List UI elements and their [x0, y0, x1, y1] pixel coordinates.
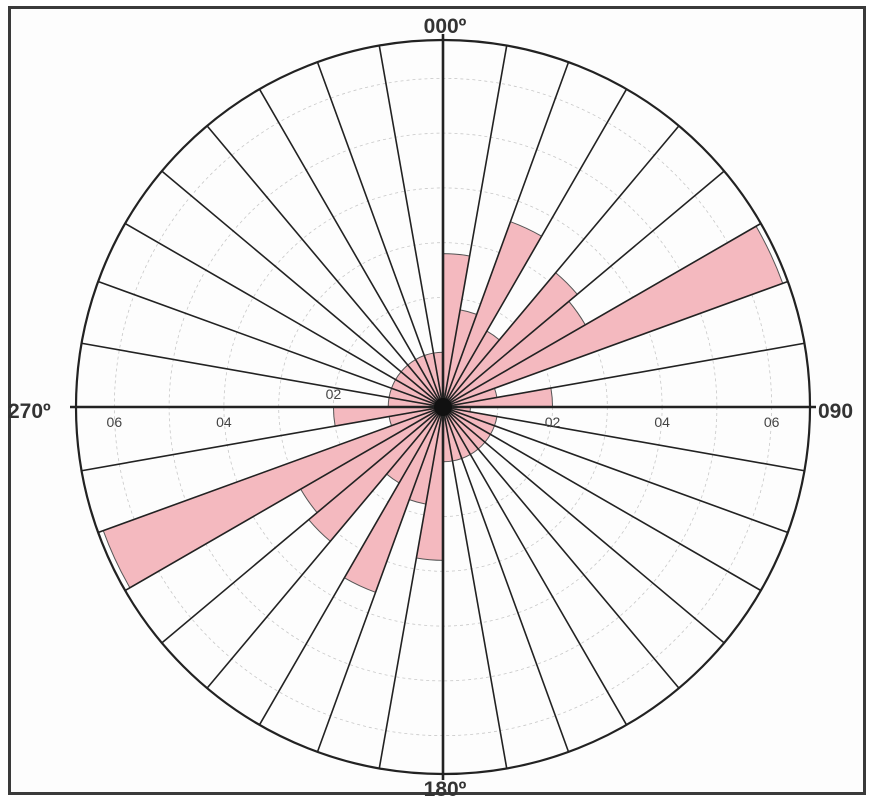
radial-tick-label-east: 06 [764, 414, 780, 430]
radial-tick-label-east: 02 [545, 414, 561, 430]
sector-spoke [316, 61, 444, 408]
sector-spoke [258, 406, 444, 726]
sector-spoke [81, 342, 444, 408]
sector-spoke [97, 280, 444, 408]
sector-spoke [442, 406, 789, 534]
sector-spoke [206, 406, 444, 689]
radial-tick-label-west: 06 [107, 414, 123, 430]
radial-tick-labels: 02 02 04 04 06 06 [107, 386, 780, 430]
sector-spoke [442, 406, 570, 753]
sector-spoke [161, 406, 444, 644]
sector-spoke [124, 406, 444, 592]
east-label: 090 [818, 400, 853, 423]
radial-tick-label-west: 02 [326, 386, 342, 402]
sector-spoke [442, 61, 570, 408]
west-label: 270º [8, 400, 51, 423]
sector-spoke [258, 88, 444, 408]
sector-spoke [124, 222, 444, 408]
sector-spoke [378, 406, 444, 769]
sector-spoke [442, 406, 628, 726]
sector-spoke [442, 406, 805, 472]
sector-spoke [442, 280, 789, 408]
sector-spoke [442, 406, 680, 689]
sector-spoke [442, 125, 680, 408]
north-label: 000º [424, 15, 467, 38]
sector-spoke [442, 406, 508, 769]
sector-spoke [442, 406, 725, 644]
sector-spoke [442, 170, 725, 408]
sector-spoke [81, 406, 444, 472]
sector-spoke [442, 88, 628, 408]
sector-spoke [97, 406, 444, 534]
radial-tick-label-west: 04 [216, 414, 232, 430]
sector-spoke [442, 222, 762, 408]
sector-spoke [316, 406, 444, 753]
sector-spoke [442, 45, 508, 408]
sector-spoke [442, 342, 805, 408]
sector-spoke [378, 45, 444, 408]
sector-spoke [161, 170, 444, 408]
south-label: 180º [424, 778, 467, 801]
sector-spokes [81, 45, 805, 769]
center-point [434, 398, 452, 416]
sector-spoke [206, 125, 444, 408]
radial-tick-label-east: 04 [654, 414, 670, 430]
sector-spoke [442, 406, 762, 592]
